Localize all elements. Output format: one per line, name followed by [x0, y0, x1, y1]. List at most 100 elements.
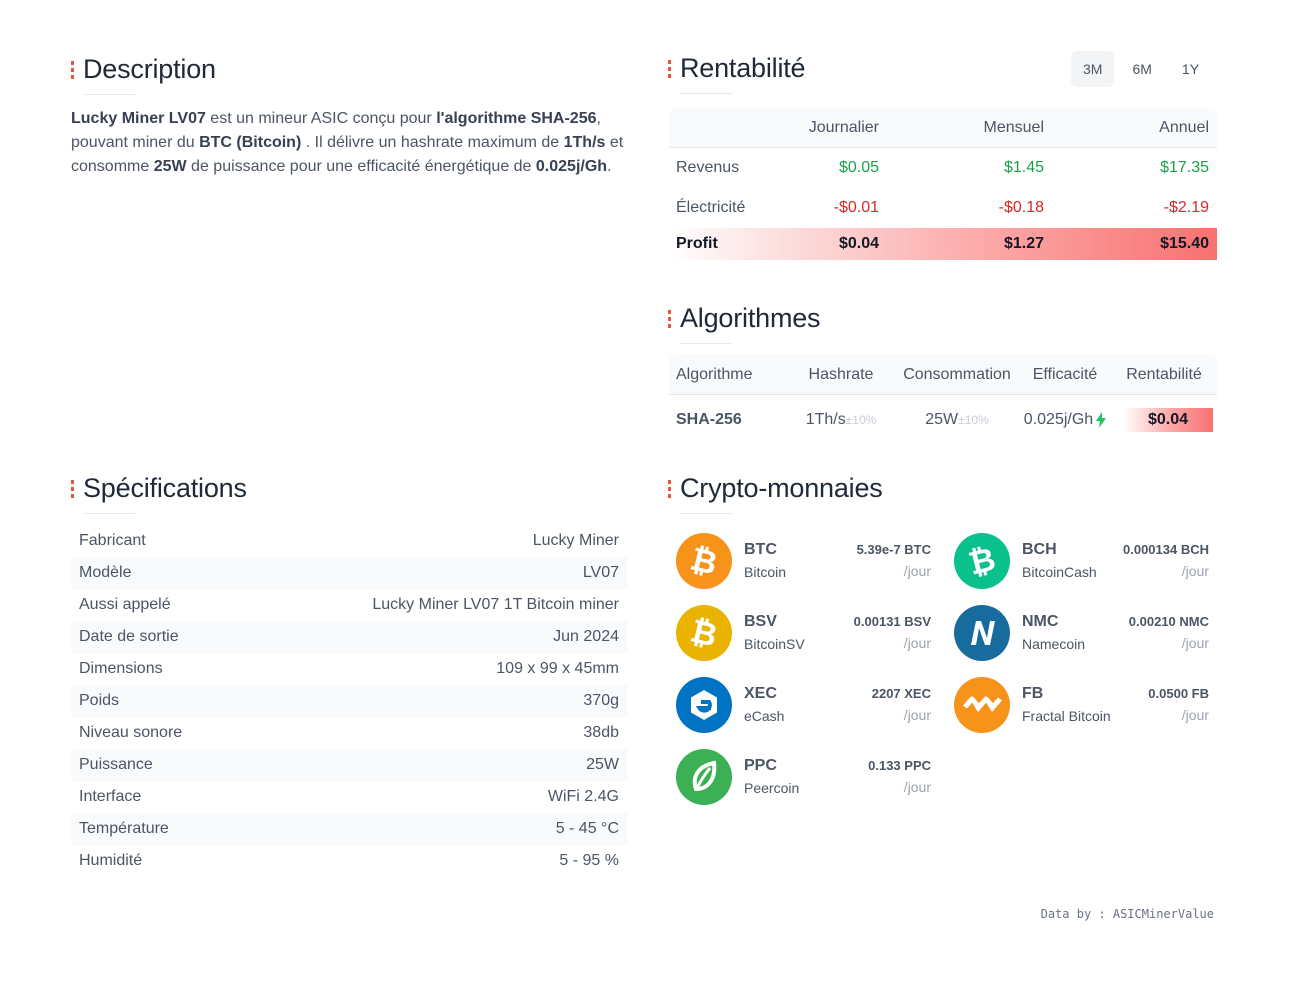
coin-name: Bitcoin: [744, 564, 787, 580]
coin-name: Fractal Bitcoin: [1022, 708, 1111, 724]
peercoin-icon: [676, 749, 732, 805]
description-highlight: 1Th/s: [563, 134, 606, 151]
coin-item-bch[interactable]: ₿ BCH BitcoinCash 0.000134 BCH/jour: [947, 533, 1209, 593]
algorithm-row: SHA-256 1Th/s±10% 25W±10% 0.025j/Gh $0.0…: [669, 395, 1217, 445]
spec-value: 5 - 95 %: [559, 852, 619, 869]
rentabilite-title: Rentabilité: [668, 53, 806, 94]
electricity-row: Électricité -$0.01 -$0.18 -$2.19: [676, 199, 1209, 216]
spec-value: Lucky Miner LV07 1T Bitcoin miner: [372, 596, 619, 613]
coin-unit: /jour: [1181, 563, 1209, 579]
profit-badge: $0.04: [1123, 408, 1213, 432]
description-segment: de puissance pour une efficacité énergét…: [186, 158, 536, 175]
spec-label: Date de sortie: [79, 628, 179, 645]
revenue-row: Revenus $0.05 $1.45 $17.35: [676, 159, 1209, 176]
spec-label: Niveau sonore: [79, 724, 183, 741]
coin-amount: 0.00210 NMC: [1128, 614, 1209, 629]
coin-name: BitcoinSV: [744, 636, 805, 652]
coin-symbol: XEC: [744, 685, 777, 702]
description-highlight: Lucky Miner LV07: [71, 110, 206, 127]
coin-symbol: NMC: [1022, 613, 1059, 630]
spec-row: Aussi appelé Lucky Miner LV07 1T Bitcoin …: [71, 589, 627, 621]
coin-unit: /jour: [1181, 707, 1209, 723]
coin-symbol: BSV: [744, 613, 777, 630]
coin-item-nmc[interactable]: NMC Namecoin 0.00210 NMC/jour: [947, 605, 1209, 665]
coin-name: Namecoin: [1022, 636, 1086, 652]
spec-row: Interface WiFi 2.4G: [71, 781, 627, 813]
period-button-1y[interactable]: 1Y: [1181, 61, 1200, 77]
bitcoin-sv-icon: ₿: [676, 605, 732, 661]
spec-row: Date de sortie Jun 2024: [71, 621, 627, 653]
column-header-monthly: Mensuel: [983, 118, 1044, 136]
spec-row: Niveau sonore 38db: [71, 717, 627, 749]
spec-label: Interface: [79, 788, 142, 805]
spec-value: LV07: [582, 564, 619, 581]
coin-item-fb[interactable]: FB Fractal Bitcoin 0.0500 FB/jour: [947, 677, 1209, 737]
spec-row: Modèle LV07: [71, 557, 627, 589]
profitability-table: Journalier Mensuel Annuel Revenus $0.05 …: [669, 108, 1217, 260]
coin-item-ppc[interactable]: PPC Peercoin 0.133 PPC/jour: [669, 749, 931, 809]
spec-label: Modèle: [79, 564, 132, 581]
coin-item-btc[interactable]: ₿ BTC Bitcoin 5.39e-7 BTC/jour: [669, 533, 931, 593]
lightning-icon: [1096, 412, 1107, 428]
description-text: Lucky Miner LV07 est un mineur ASIC conç…: [71, 107, 626, 179]
coin-symbol: BTC: [744, 541, 777, 558]
description-segment: . Il délivre un hashrate maximum de: [301, 134, 564, 151]
period-button-3m[interactable]: 3M: [1071, 51, 1115, 87]
spec-row: Humidité 5 - 95 %: [71, 845, 627, 877]
coin-amount: 0.00131 BSV: [853, 614, 931, 629]
coin-unit: /jour: [903, 779, 931, 795]
description-segment: est un mineur ASIC conçu pour: [205, 110, 437, 127]
spec-label: Humidité: [79, 852, 143, 869]
coin-name: BitcoinCash: [1022, 564, 1097, 580]
specifications-table: Fabricant Lucky Miner Modèle LV07 Aussi appe…: [71, 525, 627, 877]
description-highlight: 0.025j/Gh: [535, 158, 608, 175]
spec-label: Dimensions: [79, 660, 163, 677]
coin-item-bsv[interactable]: ₿ BSV BitcoinSV 0.00131 BSV/jour: [669, 605, 931, 665]
namecoin-icon: [954, 605, 1010, 661]
spec-label: Poids: [79, 692, 120, 709]
spec-row: Température 5 - 45 °C: [71, 813, 627, 845]
spec-value: Lucky Miner: [532, 532, 619, 549]
description-highlight: BTC (Bitcoin): [199, 134, 302, 151]
coin-unit: /jour: [903, 635, 931, 651]
bitcoin-cash-icon: ₿: [954, 533, 1010, 589]
description-segment: , pouvant miner du: [71, 110, 601, 151]
coin-amount: 0.0500 FB: [1148, 686, 1209, 701]
spec-label: Température: [79, 820, 169, 837]
spec-label: Fabricant: [79, 532, 146, 549]
coin-amount: 2207 XEC: [871, 686, 931, 701]
spec-value: 370g: [583, 692, 619, 709]
coin-item-xec[interactable]: XEC eCash 2207 XEC/jour: [669, 677, 931, 737]
spec-value: 25W: [586, 756, 619, 773]
coin-name: Peercoin: [744, 780, 800, 796]
ecash-icon: [676, 677, 732, 733]
coin-unit: /jour: [903, 563, 931, 579]
fractal-bitcoin-icon: [954, 677, 1010, 733]
title-accent-bar: [668, 479, 671, 498]
table-header: Algorithme Hashrate Consommation Efficac…: [669, 355, 1217, 395]
crypto-title: Crypto-monnaies: [668, 473, 883, 514]
algorithms-table: Algorithme Hashrate Consommation Efficac…: [669, 355, 1217, 445]
coin-amount: 5.39e-7 BTC: [856, 542, 931, 557]
period-button-6m[interactable]: 6M: [1132, 61, 1152, 77]
spec-row: Poids 370g: [71, 685, 627, 717]
coin-name: eCash: [744, 708, 785, 724]
coin-symbol: FB: [1022, 685, 1044, 702]
spec-value: 38db: [583, 724, 619, 741]
specifications-title: Spécifications: [71, 473, 247, 514]
svg-text:₿: ₿: [687, 539, 721, 582]
spec-row: Puissance 25W: [71, 749, 627, 781]
spec-label: Puissance: [79, 756, 153, 773]
table-header: Journalier Mensuel Annuel: [669, 108, 1217, 148]
period-selector: 3M 6M 1Y: [1071, 51, 1211, 87]
coin-unit: /jour: [1181, 635, 1209, 651]
column-header-yearly: Annuel: [1159, 118, 1209, 136]
title-accent-bar: [71, 479, 74, 498]
spec-label: Aussi appelé: [79, 596, 171, 613]
profit-row: Profit $0.04 $1.27 $15.40: [669, 228, 1217, 260]
coin-symbol: PPC: [744, 757, 777, 774]
description-segment: et consomme: [71, 134, 624, 175]
spec-value: 109 x 99 x 45mm: [496, 660, 619, 677]
description-segment: .: [607, 158, 612, 175]
svg-text:₿: ₿: [965, 539, 999, 582]
